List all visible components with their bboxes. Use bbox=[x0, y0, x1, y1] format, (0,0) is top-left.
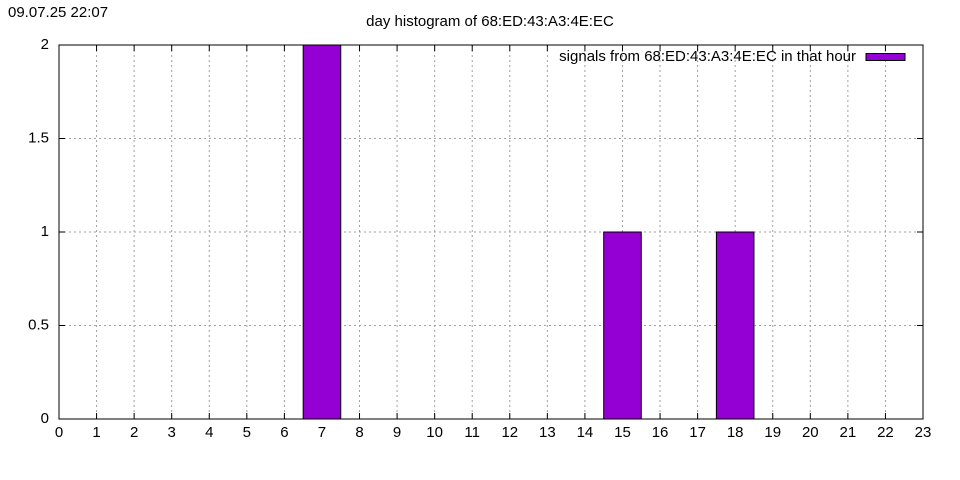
y-tick-label: 1 bbox=[41, 223, 49, 240]
bar bbox=[603, 231, 642, 420]
x-tick-label: 11 bbox=[464, 424, 480, 441]
x-tick-label: 15 bbox=[614, 424, 631, 441]
x-tick-label: 21 bbox=[840, 424, 857, 441]
x-tick-label: 7 bbox=[318, 424, 326, 441]
x-tick-label: 6 bbox=[280, 424, 288, 441]
x-tick-label: 17 bbox=[689, 424, 706, 441]
legend-swatch bbox=[865, 53, 906, 61]
x-tick-label: 14 bbox=[577, 424, 594, 441]
x-tick-label: 10 bbox=[426, 424, 443, 441]
y-tick-label: 1.5 bbox=[28, 129, 49, 146]
x-tick-label: 13 bbox=[539, 424, 556, 441]
x-tick-label: 22 bbox=[877, 424, 894, 441]
x-tick-label: 19 bbox=[764, 424, 781, 441]
x-tick-label: 2 bbox=[130, 424, 138, 441]
bar bbox=[302, 44, 342, 420]
x-tick-label: 20 bbox=[802, 424, 819, 441]
x-tick-label: 8 bbox=[355, 424, 363, 441]
x-tick-label: 12 bbox=[501, 424, 518, 441]
x-tick-label: 1 bbox=[92, 424, 100, 441]
x-tick-label: 9 bbox=[393, 424, 401, 441]
x-tick-label: 3 bbox=[168, 424, 176, 441]
x-tick-label: 16 bbox=[652, 424, 669, 441]
timestamp: 09.07.25 22:07 bbox=[8, 4, 108, 21]
x-tick-label: 18 bbox=[727, 424, 744, 441]
y-tick-label: 2 bbox=[41, 36, 49, 53]
y-tick-label: 0.5 bbox=[28, 316, 49, 333]
x-tick-label: 5 bbox=[243, 424, 251, 441]
x-tick-label: 23 bbox=[915, 424, 932, 441]
bar bbox=[715, 231, 755, 420]
chart-title: day histogram of 68:ED:43:A3:4E:EC bbox=[366, 13, 614, 30]
plot-border bbox=[58, 44, 924, 420]
legend-label: signals from 68:ED:43:A3:4E:EC in that h… bbox=[559, 48, 856, 65]
y-tick-label: 0 bbox=[41, 410, 49, 427]
x-tick-label: 0 bbox=[55, 424, 63, 441]
x-tick-label: 4 bbox=[205, 424, 213, 441]
